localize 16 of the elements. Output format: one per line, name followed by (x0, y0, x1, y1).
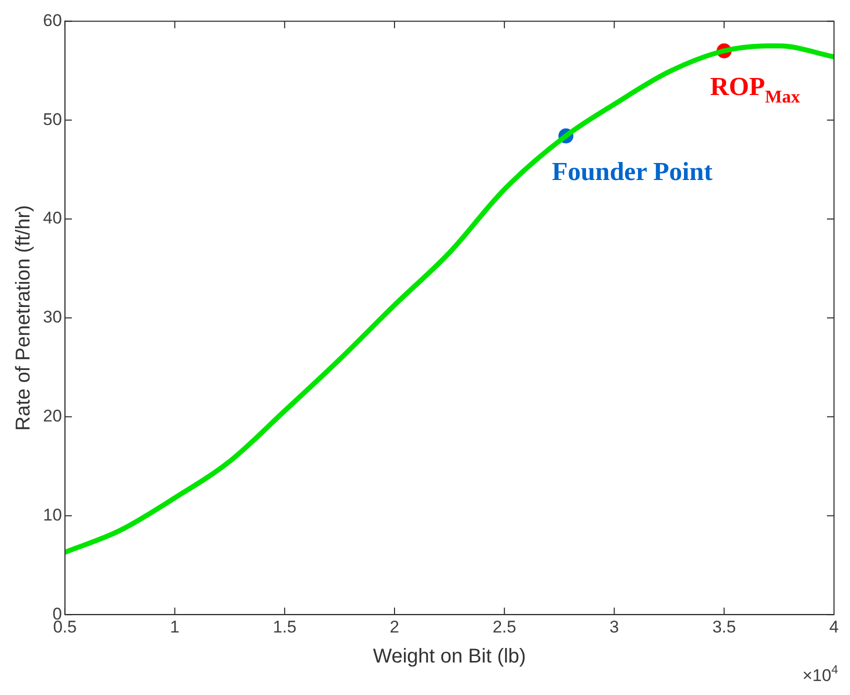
x-tick-label: 3 (610, 617, 619, 636)
x-tick-label: 2 (390, 617, 400, 636)
x-tick-label: 2.5 (492, 617, 516, 636)
x-axis-title: Weight on Bit (lb) (372, 646, 526, 668)
x-tick-label: 3.5 (712, 617, 736, 636)
series-label: Founder Point (552, 156, 713, 186)
x-tick-label: 1 (170, 617, 180, 636)
x-tick-label: 1.5 (272, 617, 296, 636)
y-tick-label: 50 (42, 110, 62, 129)
y-tick-label: 10 (42, 505, 62, 524)
y-tick-label: 60 (42, 10, 62, 30)
y-tick-label: 20 (42, 406, 62, 426)
x-tick-label: 4 (829, 617, 839, 636)
y-tick-label: 30 (42, 308, 62, 327)
y-tick-label: 40 (42, 208, 62, 228)
y-axis-title: Rate of Penetration (ft/hr) (12, 205, 35, 431)
